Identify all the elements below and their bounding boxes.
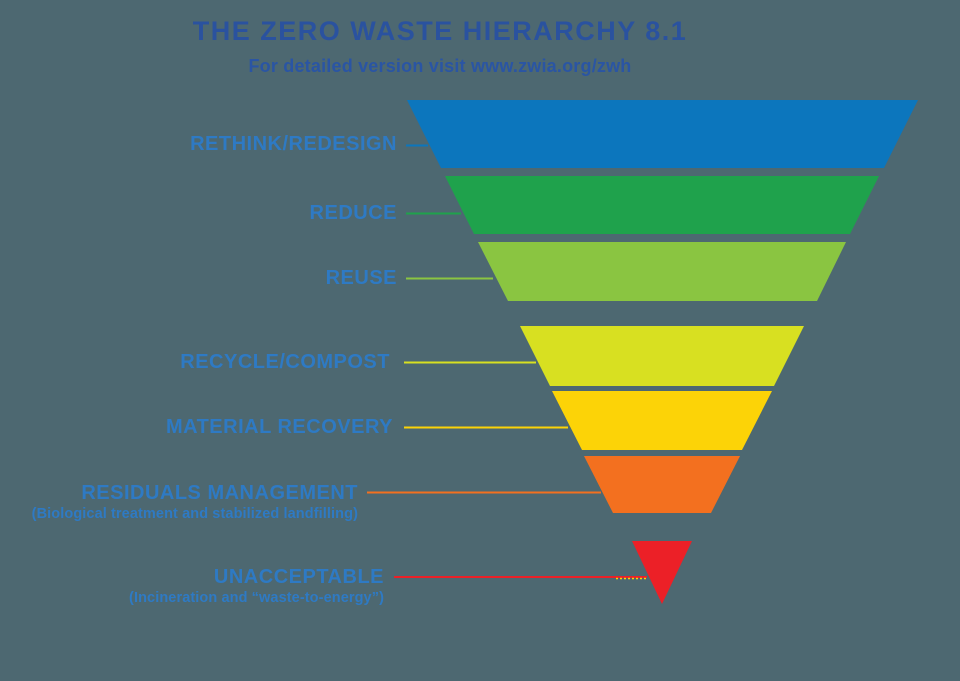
- diagram-header: THE ZERO WASTE HIERARCHY 8.1 For detaile…: [0, 16, 880, 77]
- level-label-text: RETHINK/REDESIGN: [190, 133, 397, 155]
- level-shape-rethink-redesign: [407, 100, 918, 168]
- level-label-rethink-redesign: RETHINK/REDESIGN: [0, 132, 397, 156]
- level-label-residuals-management: RESIDUALS MANAGEMENT (Biological treatme…: [0, 481, 358, 523]
- level-label-recycle-compost: RECYCLE/COMPOST: [0, 350, 390, 374]
- level-shape-unacceptable: [632, 541, 692, 604]
- level-label-text: REDUCE: [309, 202, 397, 224]
- level-shape-residuals-management: [584, 456, 740, 513]
- level-label-text: RECYCLE/COMPOST: [180, 351, 390, 373]
- level-label-reuse: REUSE: [0, 266, 397, 290]
- level-label-text: RESIDUALS MANAGEMENT: [81, 482, 358, 504]
- level-label-unacceptable: UNACCEPTABLE (Incineration and “waste-to…: [0, 565, 384, 607]
- level-shape-reduce: [445, 176, 879, 234]
- level-label-text: UNACCEPTABLE: [213, 566, 384, 588]
- page-title: THE ZERO WASTE HIERARCHY 8.1: [192, 16, 688, 46]
- level-shape-recycle-compost: [520, 326, 804, 386]
- level-label-reduce: REDUCE: [0, 201, 397, 225]
- level-shape-reuse: [478, 242, 846, 301]
- level-shape-material-recovery: [552, 391, 772, 450]
- page-subtitle: For detailed version visit www.zwia.org/…: [248, 56, 632, 76]
- level-label-text: REUSE: [325, 267, 397, 289]
- level-label-material-recovery: MATERIAL RECOVERY: [0, 415, 393, 439]
- level-label-text: MATERIAL RECOVERY: [165, 416, 393, 438]
- level-sublabel-text: (Incineration and “waste-to-energy”): [129, 590, 384, 606]
- level-sublabel-text: (Biological treatment and stabilized lan…: [31, 506, 358, 522]
